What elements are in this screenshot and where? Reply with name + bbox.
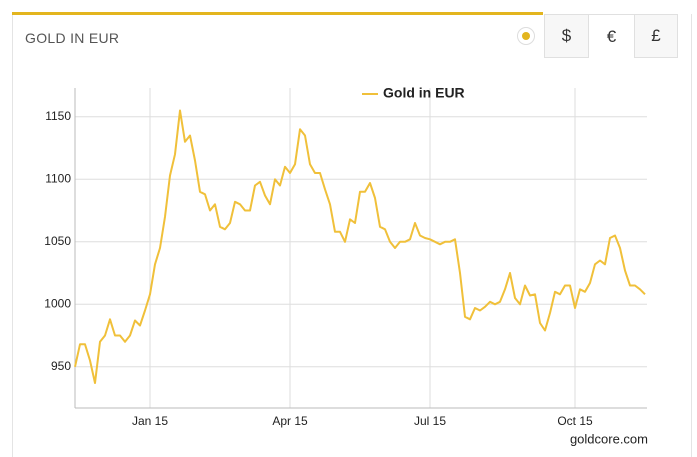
radio[interactable] (517, 27, 535, 45)
legend-label: Gold in EUR (383, 85, 465, 101)
panel-title: GOLD IN EUR (25, 30, 120, 46)
accent-bar (12, 12, 543, 15)
y-tick-label: 1000 (44, 296, 71, 310)
currency-button[interactable]: £ (634, 14, 678, 58)
currency-button[interactable]: $ (544, 14, 589, 58)
panel (12, 14, 692, 457)
x-tick-label: Jul 15 (414, 414, 446, 428)
y-tick-label: 950 (51, 359, 71, 373)
x-tick-label: Oct 15 (557, 414, 593, 428)
x-tick-label: Jan 15 (132, 414, 168, 428)
y-tick-label: 1050 (44, 234, 71, 248)
source-label: goldcore.com (570, 431, 648, 446)
x-tick-label: Apr 15 (272, 414, 308, 428)
y-tick-label: 1150 (45, 109, 71, 123)
line-series (74, 109, 646, 384)
y-tick-label: 1100 (45, 171, 71, 185)
